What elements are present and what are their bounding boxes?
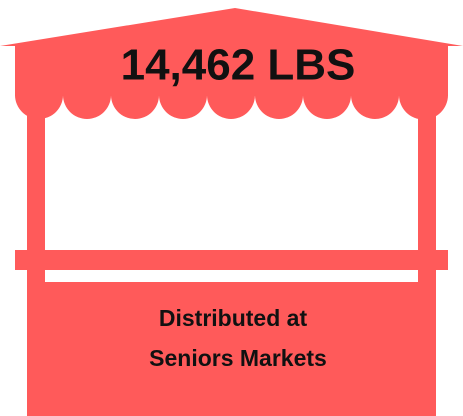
scallop [351,95,399,119]
stall [0,8,463,416]
scallop [159,95,207,119]
roof [0,8,463,96]
awning-scallops [15,95,448,120]
caption-line: Distributed at [159,305,308,331]
headline: 14,462 LBS [121,41,356,90]
counter [15,250,448,270]
scallop [111,95,159,119]
stall-base [27,282,436,416]
scallop [255,95,303,119]
scallop [303,95,351,119]
scallop [63,95,111,119]
caption-line: Seniors Markets [149,345,327,371]
right-post [418,100,436,285]
scallop [207,95,255,119]
left-post [27,100,45,285]
